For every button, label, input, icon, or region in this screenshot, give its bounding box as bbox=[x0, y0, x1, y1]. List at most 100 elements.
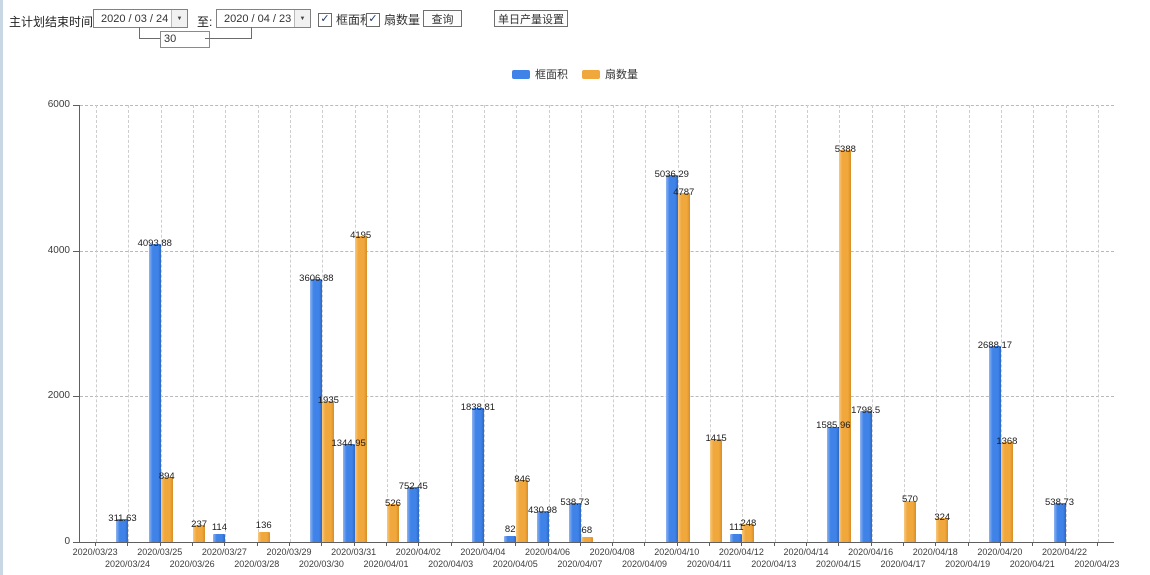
gridline-vertical bbox=[96, 105, 98, 542]
x-axis-tick bbox=[224, 542, 226, 546]
gridline-vertical bbox=[645, 105, 647, 542]
date-to-dropdown-arrow[interactable]: ▼ bbox=[294, 10, 310, 27]
frame-area-checkbox-box[interactable]: ✓ bbox=[318, 12, 332, 27]
bar-value-label: 5388 bbox=[834, 143, 856, 155]
legend-label-fan-count: 扇数量 bbox=[605, 69, 638, 81]
x-axis-label: 2020/04/19 bbox=[945, 559, 991, 569]
gridline-horizontal bbox=[80, 396, 1114, 398]
x-axis-tick bbox=[676, 542, 678, 546]
x-axis-tick bbox=[967, 542, 969, 546]
x-axis-label: 2020/03/26 bbox=[169, 559, 215, 569]
x-axis-label: 2020/04/20 bbox=[977, 547, 1023, 557]
y-axis-tick bbox=[73, 542, 79, 543]
x-axis-tick bbox=[547, 542, 549, 546]
gridline-vertical bbox=[322, 105, 324, 542]
y-axis-label: 6000 bbox=[47, 99, 70, 110]
gridline-vertical bbox=[871, 105, 873, 542]
y-axis-tick bbox=[73, 250, 79, 252]
x-axis-tick bbox=[1064, 542, 1066, 546]
x-axis-label: 2020/04/14 bbox=[783, 547, 829, 557]
daily-output-settings-button[interactable]: 单日产量设置 bbox=[494, 10, 568, 27]
date-from-combo[interactable]: 2020 / 03 / 24 ▼ bbox=[93, 9, 188, 28]
x-axis-tick bbox=[159, 542, 161, 546]
gridline-vertical bbox=[193, 105, 195, 542]
gridline-vertical bbox=[1000, 105, 1002, 542]
bar-value-label: 237 bbox=[191, 518, 208, 530]
gridline-vertical bbox=[613, 105, 615, 542]
gridline-vertical bbox=[128, 105, 130, 542]
x-axis-tick bbox=[192, 542, 194, 546]
bar-fan-count bbox=[936, 518, 949, 542]
x-axis-label: 2020/04/22 bbox=[1042, 547, 1088, 557]
gridline-vertical bbox=[1097, 105, 1099, 542]
bar-value-label: 1344.95 bbox=[331, 438, 366, 450]
bar-value-label: 570 bbox=[902, 494, 918, 506]
interval-days-input[interactable]: 30 bbox=[160, 31, 210, 48]
x-axis-label: 2020/04/11 bbox=[686, 559, 732, 569]
bar-value-label: 1585.96 bbox=[816, 420, 851, 432]
bar-fan-count bbox=[354, 236, 367, 542]
gridline-vertical bbox=[451, 105, 453, 542]
gridline-horizontal bbox=[80, 250, 1114, 252]
gridline-vertical bbox=[290, 105, 292, 542]
x-axis-tick bbox=[741, 542, 743, 546]
x-axis-tick bbox=[1096, 542, 1098, 546]
bar-fan-count bbox=[677, 193, 690, 542]
fan-count-checkbox-label: 扇数量 bbox=[384, 13, 421, 27]
x-axis-tick bbox=[612, 542, 614, 546]
chart-plot-area: 311.63 4093.88 894 237 114 136 3606.88 1935 1344… bbox=[79, 105, 1114, 543]
x-axis-label: 2020/04/08 bbox=[589, 547, 635, 557]
bar-value-label: 114 bbox=[211, 521, 227, 533]
bar-value-label: 430.98 bbox=[528, 504, 558, 516]
x-axis-tick bbox=[870, 542, 872, 546]
x-axis-label: 2020/04/23 bbox=[1074, 559, 1120, 569]
x-axis-tick bbox=[709, 542, 711, 546]
bar-value-label: 4195 bbox=[350, 230, 372, 242]
bar-value-label: 136 bbox=[255, 520, 272, 532]
date-to-value: 2020 / 04 / 23 bbox=[224, 12, 292, 25]
date-to-combo[interactable]: 2020 / 04 / 23 ▼ bbox=[216, 9, 311, 28]
date-from-dropdown-arrow[interactable]: ▼ bbox=[171, 10, 187, 27]
gridline-vertical bbox=[936, 105, 938, 542]
frame-area-checkbox-label: 框面积 bbox=[336, 13, 373, 27]
bar-value-label: 248 bbox=[740, 517, 757, 529]
bar-value-label: 311.63 bbox=[108, 513, 137, 525]
query-button[interactable]: 查询 bbox=[423, 10, 462, 27]
legend-label-frame-area: 框面积 bbox=[535, 69, 568, 81]
interval-connector-left-horizontal bbox=[139, 38, 160, 39]
fan-count-checkbox[interactable]: ✓ 扇数量 bbox=[366, 11, 420, 28]
x-axis-tick bbox=[95, 542, 97, 546]
x-axis-label: 2020/04/10 bbox=[654, 547, 700, 557]
x-axis-tick bbox=[999, 542, 1001, 546]
legend-item-fan-count: 扇数量 bbox=[582, 66, 638, 82]
bar-value-label: 1798.5 bbox=[851, 405, 881, 416]
x-axis-label: 2020/03/29 bbox=[266, 547, 312, 557]
interval-connector-right-vertical bbox=[251, 27, 252, 39]
x-axis-tick bbox=[482, 542, 484, 546]
fan-count-checkbox-box[interactable]: ✓ bbox=[366, 12, 380, 27]
bar-value-label: 1368 bbox=[996, 436, 1018, 448]
gridline-horizontal bbox=[80, 105, 1114, 106]
y-axis-tick bbox=[73, 105, 79, 106]
gridline-vertical bbox=[742, 105, 744, 542]
bar-value-label: 68 bbox=[581, 525, 593, 537]
gridline-vertical bbox=[903, 105, 905, 542]
window-left-border bbox=[0, 0, 3, 575]
bar-value-label: 5036.29 bbox=[654, 169, 689, 181]
bar-frame-area bbox=[148, 243, 161, 542]
x-axis-label: 2020/03/25 bbox=[137, 547, 183, 557]
end-time-label: 主计划结束时间: bbox=[9, 15, 97, 29]
bar-frame-area bbox=[730, 533, 743, 542]
gridline-vertical bbox=[1033, 105, 1035, 542]
x-axis-tick bbox=[902, 542, 904, 546]
gridline-vertical bbox=[225, 105, 227, 542]
interval-connector-right-horizontal bbox=[205, 38, 251, 39]
bar-value-label: 752.45 bbox=[398, 481, 428, 493]
x-axis-tick bbox=[515, 542, 517, 546]
x-axis-label: 2020/04/06 bbox=[525, 547, 571, 557]
x-axis-label: 2020/03/23 bbox=[72, 547, 118, 557]
x-axis-label: 2020/04/01 bbox=[363, 559, 409, 569]
frame-area-checkbox[interactable]: ✓ 框面积 bbox=[318, 11, 372, 28]
x-axis-label: 2020/03/30 bbox=[298, 559, 344, 569]
bar-frame-area bbox=[988, 346, 1001, 542]
